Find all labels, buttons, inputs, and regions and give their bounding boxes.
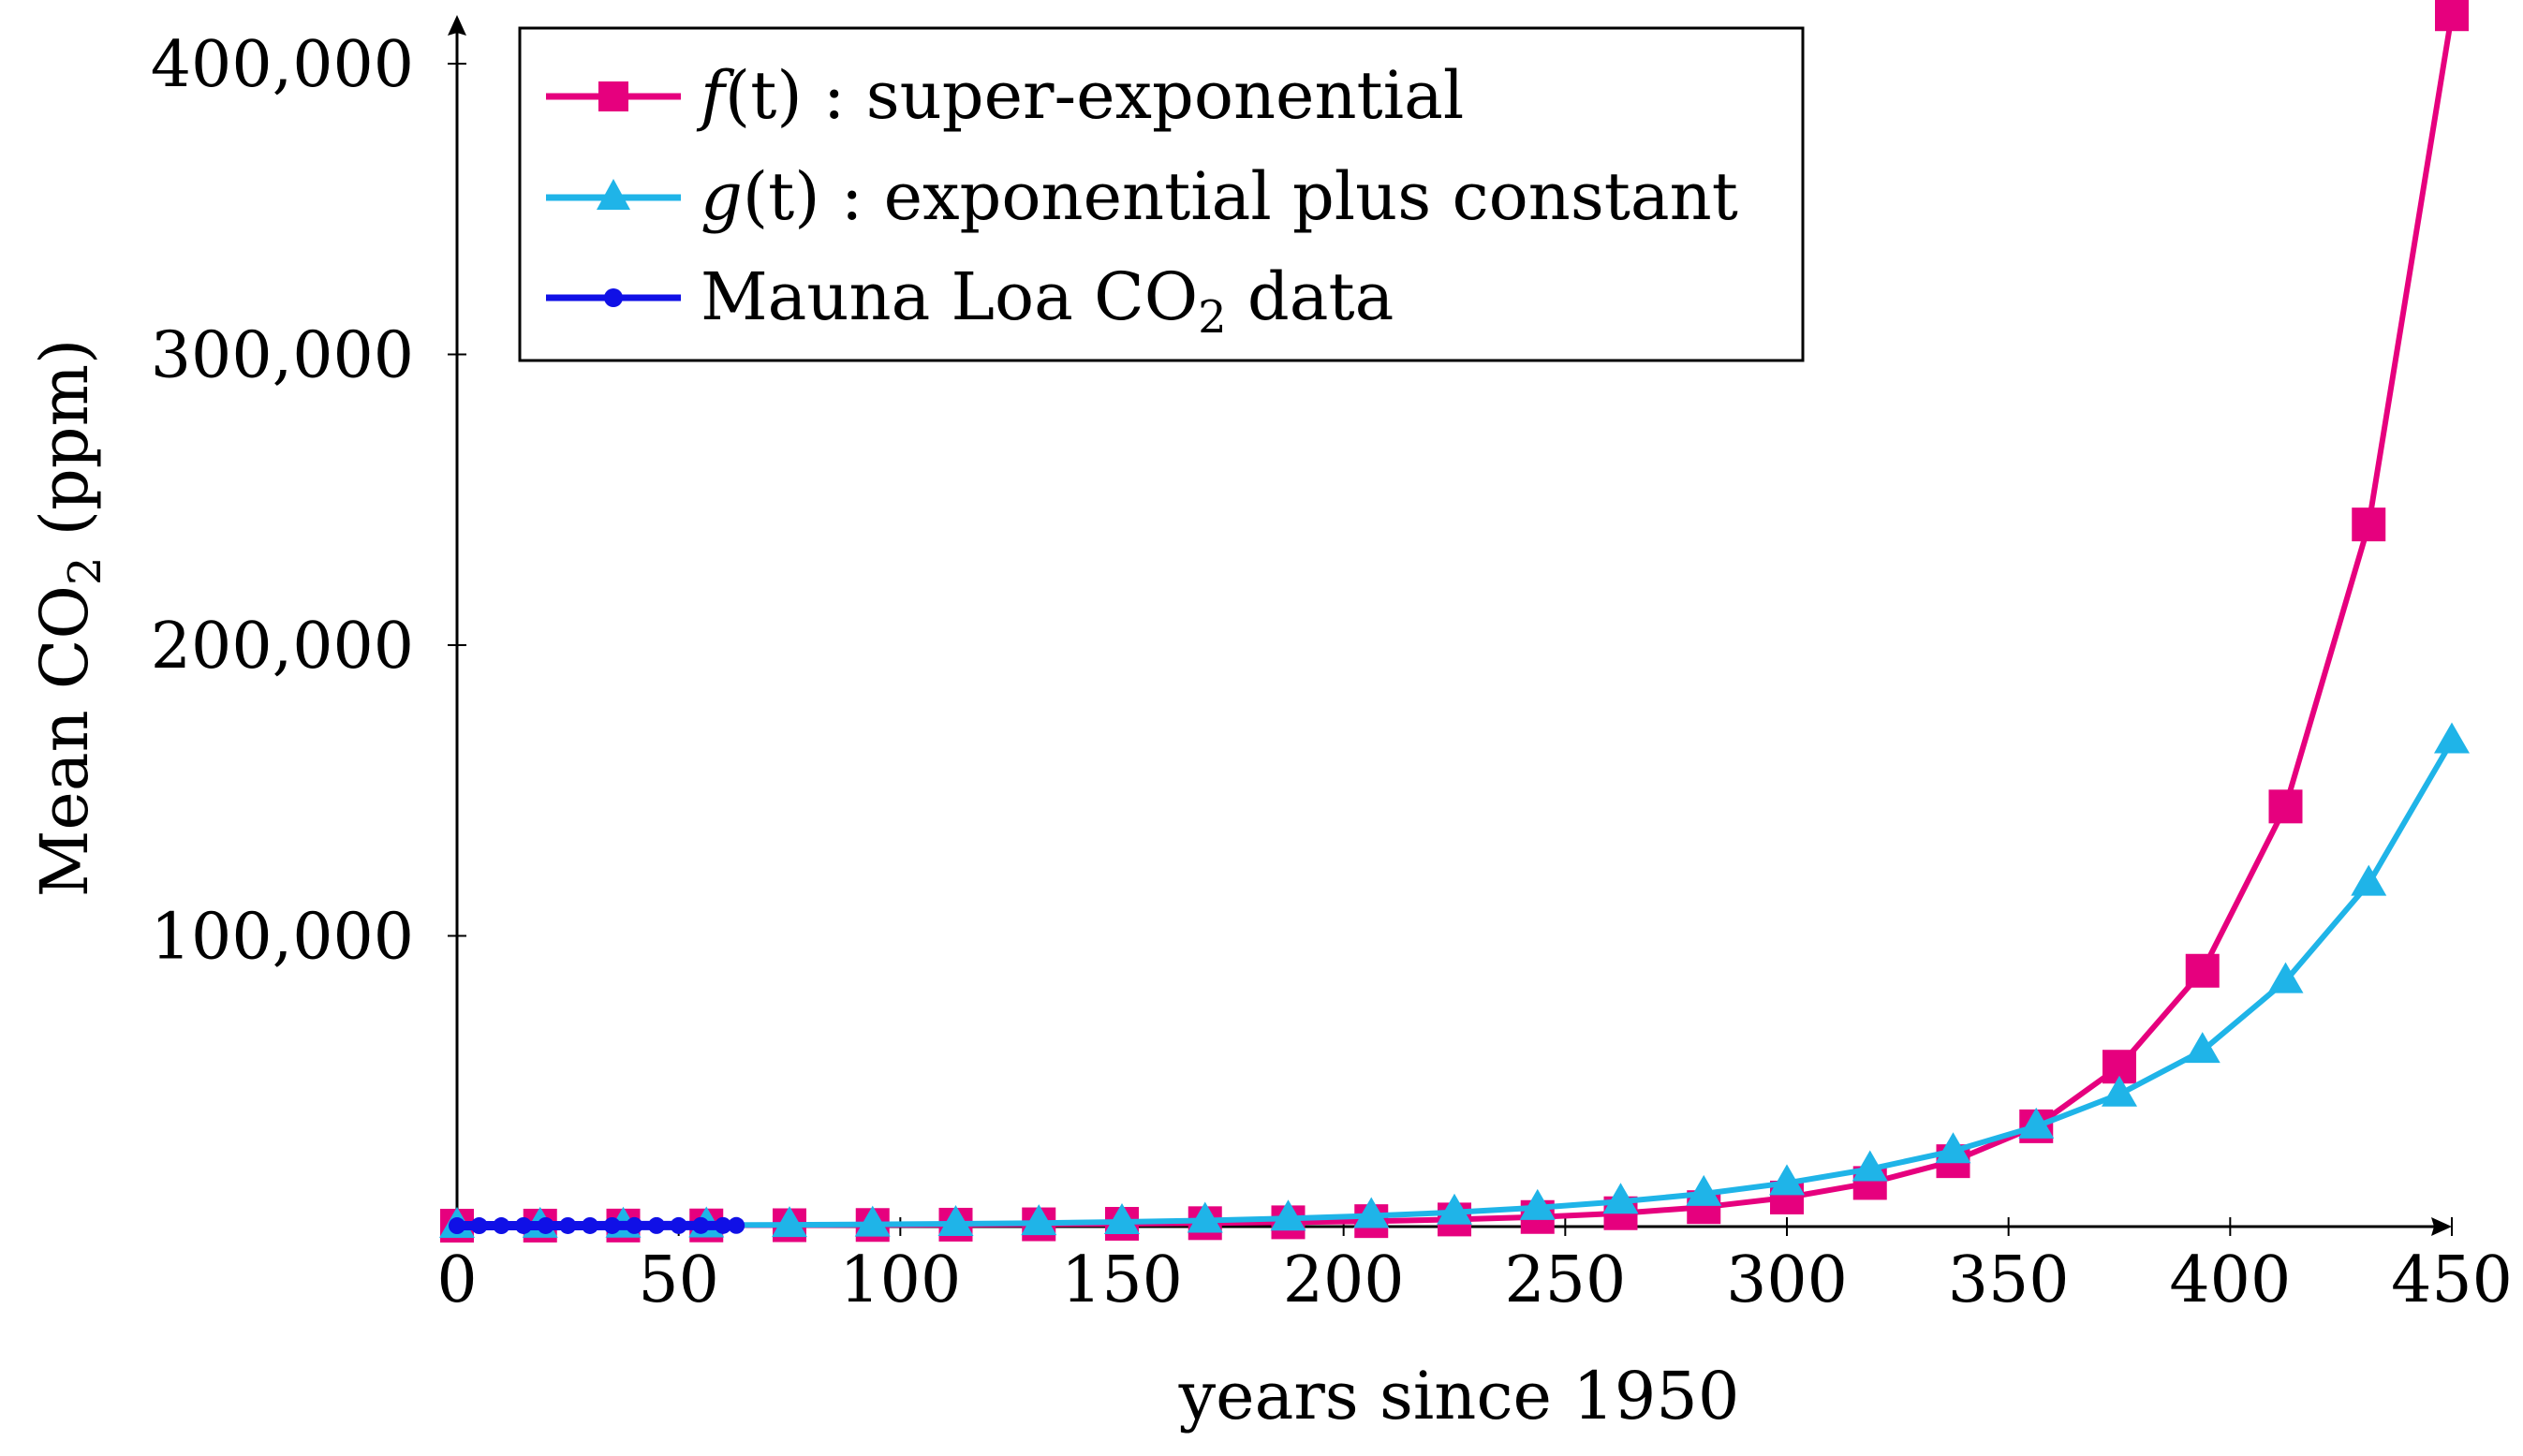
data-point-triangle bbox=[1769, 1164, 1805, 1196]
data-point-dot bbox=[515, 1216, 532, 1234]
x-tick-label: 0 bbox=[436, 1243, 477, 1317]
y-axis-title: Mean CO2 (ppm) bbox=[26, 339, 111, 898]
data-point-square bbox=[2352, 507, 2386, 542]
data-point-triangle bbox=[2267, 962, 2304, 993]
legend-item-mauna-loa: Mauna Loa CO2 data bbox=[546, 258, 1394, 344]
legend-desc-f: : super-exponential bbox=[803, 57, 1465, 134]
legend-arg-g: (t) bbox=[743, 158, 820, 235]
legend-marker-triangle bbox=[597, 179, 630, 210]
data-point-triangle bbox=[1437, 1193, 1472, 1225]
legend-marker-square bbox=[598, 81, 628, 111]
data-point-triangle bbox=[2434, 722, 2470, 754]
data-point-dot bbox=[670, 1216, 687, 1234]
x-tick-label: 200 bbox=[1283, 1243, 1405, 1317]
x-tick-label: 400 bbox=[2169, 1243, 2291, 1317]
data-point-dot bbox=[648, 1216, 665, 1234]
data-point-dot bbox=[470, 1217, 488, 1235]
x-axis-title: years since 1950 bbox=[1178, 1358, 1740, 1434]
data-point-triangle bbox=[1935, 1132, 1971, 1164]
data-point-triangle bbox=[854, 1205, 891, 1237]
y-axis-arrow bbox=[448, 15, 466, 36]
data-point-square bbox=[2185, 953, 2220, 988]
legend: f(t) : super-exponential g(t) : exponent… bbox=[518, 26, 1805, 362]
data-point-dot bbox=[493, 1217, 510, 1235]
y-axis-title-main: Mean CO bbox=[26, 585, 103, 897]
x-tick-label: 300 bbox=[1726, 1243, 1848, 1317]
legend-box bbox=[518, 26, 1805, 362]
series-g bbox=[439, 722, 2470, 1239]
y-axis-title-subscript: 2 bbox=[59, 557, 111, 586]
y-tick-label: 300,000 bbox=[151, 319, 414, 393]
data-point-square bbox=[2435, 0, 2469, 32]
data-point-dot bbox=[728, 1216, 745, 1234]
y-axis-title-unit: (ppm) bbox=[26, 339, 103, 557]
data-point-dot bbox=[626, 1216, 643, 1234]
data-point-dot bbox=[603, 1216, 621, 1234]
data-point-dot bbox=[692, 1216, 710, 1234]
data-point-triangle bbox=[2102, 1075, 2137, 1107]
y-tick-label: 400,000 bbox=[151, 28, 414, 102]
series-g-line bbox=[454, 738, 2455, 1228]
legend-marker-dot bbox=[604, 288, 623, 307]
data-point-triangle bbox=[1519, 1188, 1556, 1220]
x-axis-arrow bbox=[2431, 1217, 2452, 1236]
data-point-triangle bbox=[1353, 1197, 1390, 1228]
svg-text:f(t) : super-exponential: f(t) : super-exponential bbox=[696, 57, 1464, 134]
x-tick-label: 100 bbox=[839, 1243, 961, 1317]
legend-mauna-loa-subscript: 2 bbox=[1198, 291, 1227, 344]
data-point-triangle bbox=[1602, 1183, 1639, 1214]
svg-text:Mauna Loa CO2 data: Mauna Loa CO2 data bbox=[701, 258, 1394, 344]
data-point-triangle bbox=[2018, 1107, 2055, 1139]
x-tick-label: 50 bbox=[638, 1243, 719, 1317]
data-point-triangle bbox=[2184, 1032, 2221, 1064]
legend-arg-f: (t) bbox=[725, 57, 803, 134]
legend-mauna-loa-main: Mauna Loa CO bbox=[701, 258, 1198, 335]
data-point-dot bbox=[537, 1216, 554, 1234]
x-tick-label: 150 bbox=[1061, 1243, 1183, 1317]
legend-item-f: f(t) : super-exponential bbox=[546, 57, 1464, 134]
legend-desc-g: : exponential plus constant bbox=[820, 158, 1738, 235]
y-tick-label: 100,000 bbox=[151, 901, 414, 975]
data-point-triangle bbox=[1686, 1174, 1722, 1206]
data-point-triangle bbox=[1021, 1204, 1057, 1236]
legend-item-g: g(t) : exponential plus constant bbox=[546, 158, 1738, 235]
data-point-triangle bbox=[1852, 1150, 1888, 1182]
x-tick-label: 250 bbox=[1504, 1243, 1626, 1317]
data-point-triangle bbox=[1187, 1201, 1223, 1233]
legend-symbol-g: g bbox=[701, 158, 743, 235]
data-point-triangle bbox=[1104, 1203, 1140, 1235]
legend-mauna-loa-desc: data bbox=[1227, 258, 1394, 335]
data-point-dot bbox=[449, 1217, 465, 1235]
data-point-dot bbox=[582, 1216, 598, 1234]
series-layer bbox=[439, 0, 2470, 1243]
data-point-triangle bbox=[1270, 1199, 1306, 1231]
data-point-triangle bbox=[937, 1205, 974, 1237]
svg-text:g(t) : exponential plus consta: g(t) : exponential plus constant bbox=[701, 158, 1738, 235]
x-tick-label: 350 bbox=[1948, 1243, 2070, 1317]
y-tick-label: 200,000 bbox=[151, 610, 414, 684]
series-mauna-loa bbox=[449, 1216, 745, 1235]
y-ticks: 100,000 200,000 300,000 400,000 bbox=[151, 28, 466, 975]
x-tick-label: 450 bbox=[2391, 1243, 2513, 1317]
data-point-dot bbox=[559, 1216, 577, 1234]
x-ticks: 0 50 100 150 200 250 300 350 400 450 bbox=[436, 1217, 2513, 1317]
data-point-triangle bbox=[2351, 864, 2387, 896]
data-point-triangle bbox=[772, 1206, 807, 1238]
data-point-square bbox=[2268, 789, 2303, 824]
data-point-dot bbox=[715, 1216, 731, 1234]
